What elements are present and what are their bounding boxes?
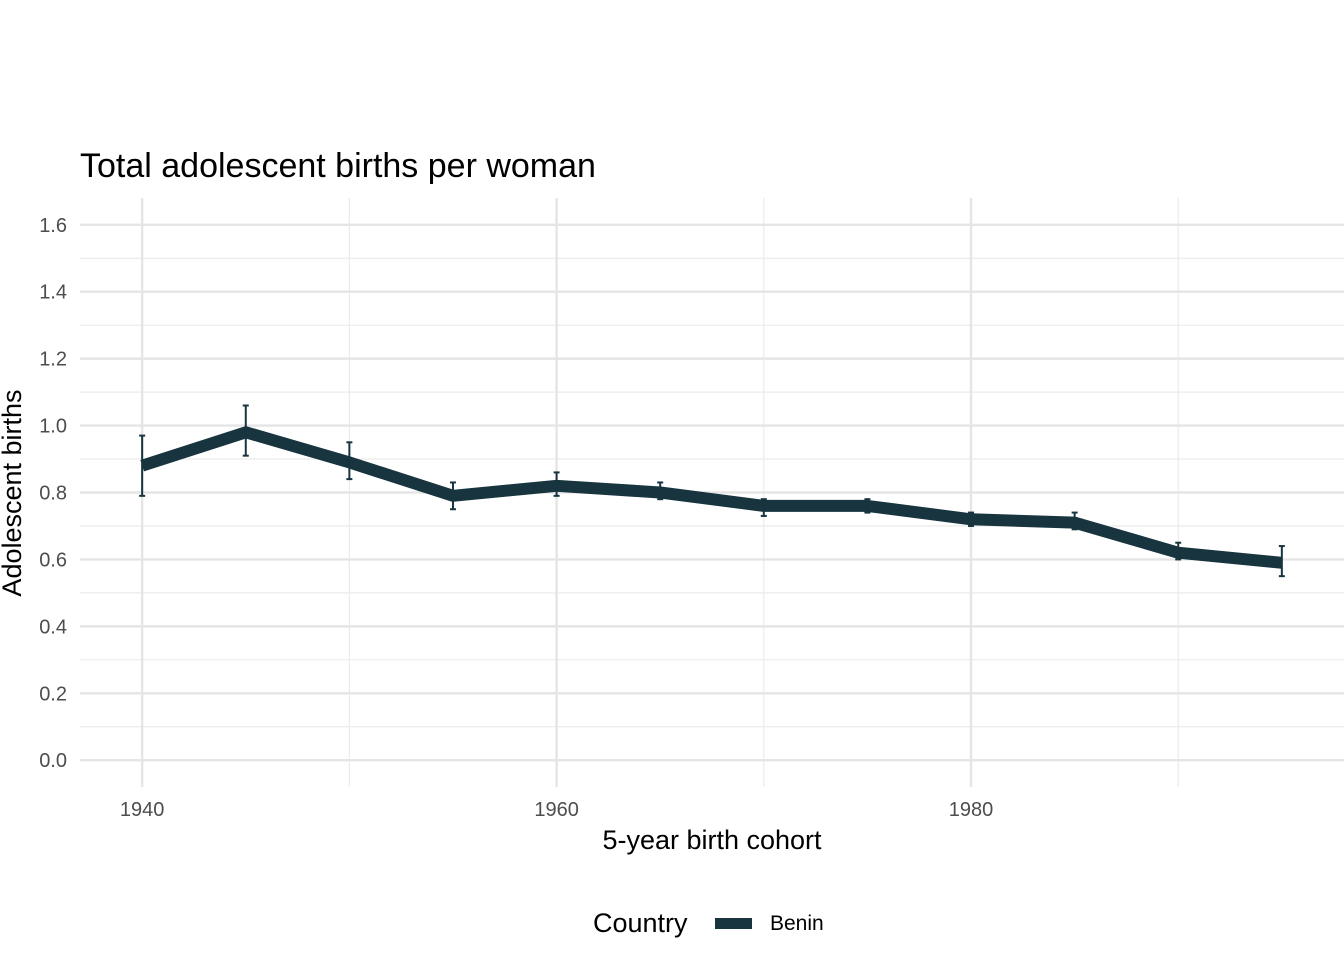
legend-title: Country — [593, 908, 688, 938]
x-tick-label: 1980 — [949, 799, 994, 821]
y-tick-label: 0.0 — [39, 750, 67, 772]
major-gridlines — [80, 198, 1344, 787]
y-tick-label: 1.6 — [39, 215, 67, 237]
series-lines — [140, 426, 1283, 569]
x-tick-label: 1940 — [120, 799, 165, 821]
y-axis-tick-labels: 0.0 0.2 0.4 0.6 0.8 1.0 1.2 1.4 1.6 — [39, 215, 67, 772]
legend-label-benin: Benin — [770, 912, 824, 935]
y-tick-label: 1.2 — [39, 349, 67, 371]
y-axis-title: Adolescent births — [0, 389, 27, 596]
y-tick-label: 0.8 — [39, 483, 67, 505]
legend-key-benin — [715, 918, 752, 929]
x-axis-title: 5-year birth cohort — [602, 825, 822, 855]
y-tick-label: 0.6 — [39, 549, 67, 571]
x-tick-label: 1960 — [534, 799, 579, 821]
x-axis-tick-labels: 1940 1960 1980 — [120, 799, 993, 821]
series-line-benin — [140, 426, 1283, 569]
y-tick-label: 0.4 — [39, 616, 67, 638]
y-tick-label: 1.4 — [39, 282, 67, 304]
error-bars — [139, 404, 1285, 578]
y-tick-label: 0.2 — [39, 683, 67, 705]
minor-gridlines — [80, 198, 1344, 787]
y-tick-label: 1.0 — [39, 416, 67, 438]
chart-title: Total adolescent births per woman — [80, 147, 596, 185]
legend: Country Benin — [593, 908, 824, 938]
